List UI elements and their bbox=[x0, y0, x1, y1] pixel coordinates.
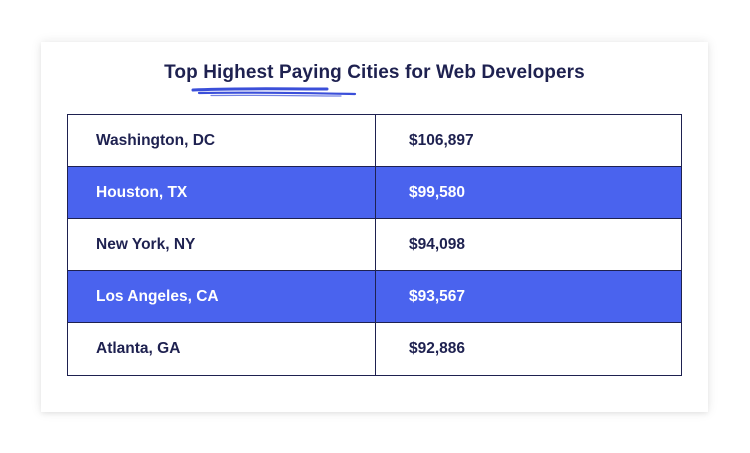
table-row: Washington, DC $106,897 bbox=[68, 115, 681, 167]
chart-card: Top Highest Paying Cities for Web Develo… bbox=[41, 42, 708, 412]
city-cell: Houston, TX bbox=[68, 167, 376, 218]
salary-cell: $94,098 bbox=[409, 235, 466, 253]
salary-cell: $99,580 bbox=[409, 183, 466, 201]
city-cell: Atlanta, GA bbox=[68, 323, 376, 375]
chart-title: Top Highest Paying Cities for Web Develo… bbox=[164, 62, 585, 83]
salary-cell: $106,897 bbox=[409, 131, 474, 149]
table-row: New York, NY $94,098 bbox=[68, 219, 681, 271]
salary-cell: $92,886 bbox=[409, 340, 466, 357]
table-row-highlighted: Houston, TX $99,580 bbox=[68, 167, 681, 219]
city-cell: New York, NY bbox=[68, 219, 376, 270]
salary-cell: $93,567 bbox=[409, 287, 466, 305]
title-underline-decoration bbox=[191, 87, 357, 97]
salary-table: Washington, DC $106,897 Houston, TX $99,… bbox=[67, 114, 682, 376]
city-cell: Washington, DC bbox=[68, 115, 376, 166]
table-row-highlighted: Los Angeles, CA $93,567 bbox=[68, 271, 681, 323]
city-cell: Los Angeles, CA bbox=[68, 271, 376, 322]
table-row: Atlanta, GA $92,886 bbox=[68, 323, 681, 375]
